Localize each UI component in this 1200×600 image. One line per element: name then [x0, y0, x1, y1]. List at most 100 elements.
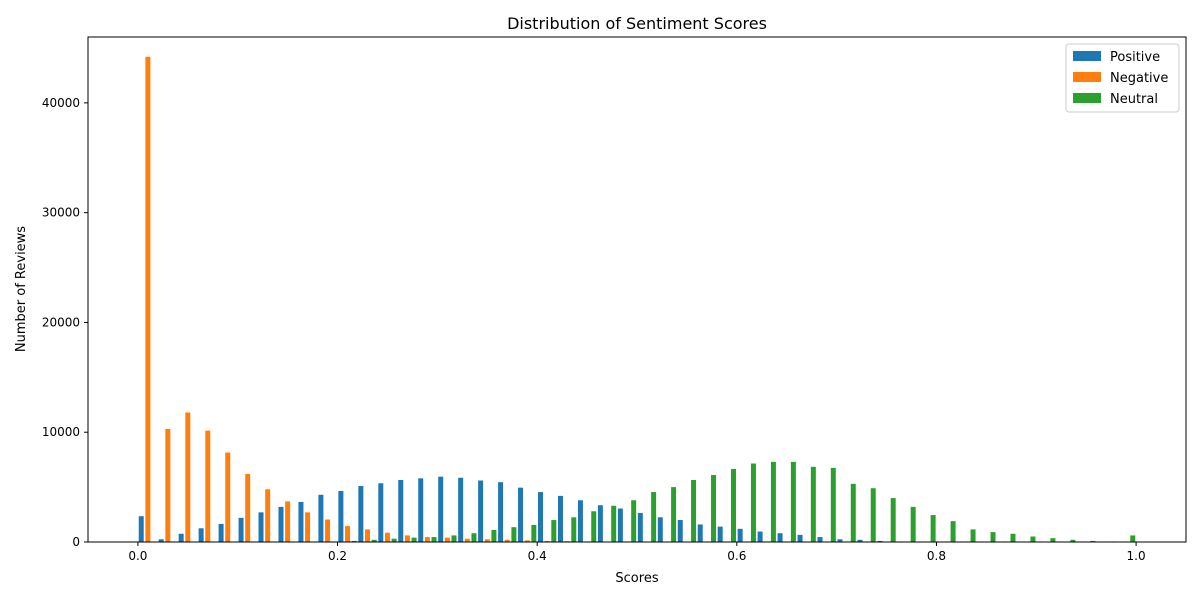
bar-positive-15 [438, 476, 444, 542]
bar-neutral-22 [591, 511, 597, 542]
bar-positive-12 [378, 483, 384, 542]
bar-neutral-36 [870, 488, 876, 542]
bar-neutral-15 [451, 535, 457, 542]
bar-positive-17 [478, 480, 484, 542]
bar-neutral-19 [531, 524, 537, 542]
bar-positive-33 [797, 534, 803, 542]
y-tick-label: 30000 [42, 206, 80, 220]
bar-positive-5 [238, 517, 244, 542]
y-tick-label: 20000 [42, 315, 80, 329]
bar-neutral-45 [1050, 538, 1056, 542]
bar-positive-30 [737, 528, 743, 542]
bar-neutral-26 [671, 487, 677, 542]
bar-positive-35 [837, 539, 843, 542]
bar-neutral-25 [651, 492, 657, 542]
bars-group [138, 56, 1136, 543]
bar-neutral-41 [970, 529, 976, 543]
bar-positive-16 [458, 477, 464, 542]
bar-neutral-42 [990, 532, 996, 542]
bar-neutral-17 [491, 529, 497, 542]
bar-neutral-44 [1030, 536, 1036, 542]
legend-label-neutral: Neutral [1110, 92, 1158, 107]
bar-negative-5 [245, 473, 251, 542]
x-tick-label: 0.2 [328, 549, 347, 563]
bar-positive-24 [617, 508, 623, 542]
bar-negative-2 [185, 412, 191, 542]
bar-negative-9 [325, 519, 331, 542]
bar-neutral-47 [1090, 540, 1096, 542]
bar-negative-14 [424, 537, 430, 542]
bar-negative-20 [544, 540, 550, 542]
bar-positive-13 [398, 479, 404, 542]
bar-neutral-29 [731, 468, 736, 542]
bar-positive-9 [318, 494, 324, 542]
bar-positive-27 [677, 520, 683, 542]
x-axis-title: Scores [615, 571, 658, 586]
bar-positive-1 [158, 539, 164, 542]
legend-label-negative: Negative [1110, 71, 1168, 86]
bar-neutral-14 [431, 537, 437, 542]
bar-neutral-13 [411, 537, 417, 542]
bar-neutral-23 [611, 505, 617, 542]
bar-positive-25 [637, 512, 643, 542]
legend: Positive Negative Neutral [1065, 43, 1180, 113]
bar-negative-4 [225, 452, 231, 542]
bar-negative-8 [305, 512, 311, 542]
x-tick-label: 0.8 [927, 549, 946, 563]
bar-positive-29 [717, 526, 723, 542]
bar-neutral-10 [351, 540, 357, 542]
bar-positive-11 [358, 486, 364, 542]
bar-positive-36 [857, 539, 863, 542]
bar-negative-16 [464, 538, 470, 542]
bar-negative-13 [404, 535, 410, 542]
x-tick-label: 0.0 [128, 549, 147, 563]
y-tick-label: 40000 [42, 96, 80, 110]
bar-neutral-20 [551, 520, 557, 542]
y-tick-label: 10000 [42, 425, 80, 439]
bar-neutral-18 [511, 527, 517, 542]
bar-neutral-28 [711, 475, 717, 542]
bar-positive-28 [697, 524, 703, 542]
bar-positive-8 [298, 501, 304, 542]
bar-positive-22 [577, 500, 583, 542]
y-tick-label: 0 [72, 535, 80, 549]
y-axis: 0 10000 20000 30000 40000 [42, 96, 88, 549]
bar-positive-7 [278, 506, 284, 542]
bar-positive-31 [757, 531, 763, 542]
bar-neutral-24 [631, 500, 637, 542]
bar-positive-26 [657, 517, 663, 542]
bar-positive-10 [338, 490, 344, 542]
bar-neutral-37 [890, 498, 896, 542]
x-axis: 0.0 0.2 0.4 0.6 0.8 1.0 [128, 542, 1146, 563]
bar-positive-19 [518, 487, 524, 542]
bar-positive-32 [777, 533, 783, 542]
legend-swatch-positive [1073, 51, 1101, 61]
bar-neutral-27 [691, 479, 697, 542]
bar-neutral-34 [830, 467, 836, 542]
bar-positive-6 [258, 512, 264, 542]
bar-neutral-38 [910, 506, 916, 542]
bar-positive-14 [418, 478, 424, 542]
bar-positive-0 [138, 516, 144, 542]
bar-neutral-30 [750, 463, 756, 542]
bar-negative-3 [205, 430, 211, 542]
bar-negative-10 [345, 526, 351, 542]
bar-positive-20 [538, 492, 543, 542]
bar-positive-23 [597, 505, 603, 542]
legend-label-positive: Positive [1110, 50, 1160, 65]
bar-neutral-32 [790, 461, 796, 542]
bar-neutral-21 [571, 517, 577, 542]
bar-neutral-49 [1130, 535, 1136, 542]
bar-positive-3 [198, 528, 204, 542]
bar-negative-17 [484, 539, 490, 542]
bar-neutral-39 [930, 515, 936, 542]
bar-negative-1 [165, 428, 171, 542]
bar-positive-2 [178, 533, 184, 542]
bar-neutral-40 [950, 521, 956, 542]
bar-neutral-12 [391, 538, 397, 542]
bar-positive-18 [498, 482, 504, 542]
bar-negative-7 [285, 501, 291, 542]
bar-neutral-11 [371, 539, 377, 542]
x-tick-label: 0.6 [727, 549, 746, 563]
